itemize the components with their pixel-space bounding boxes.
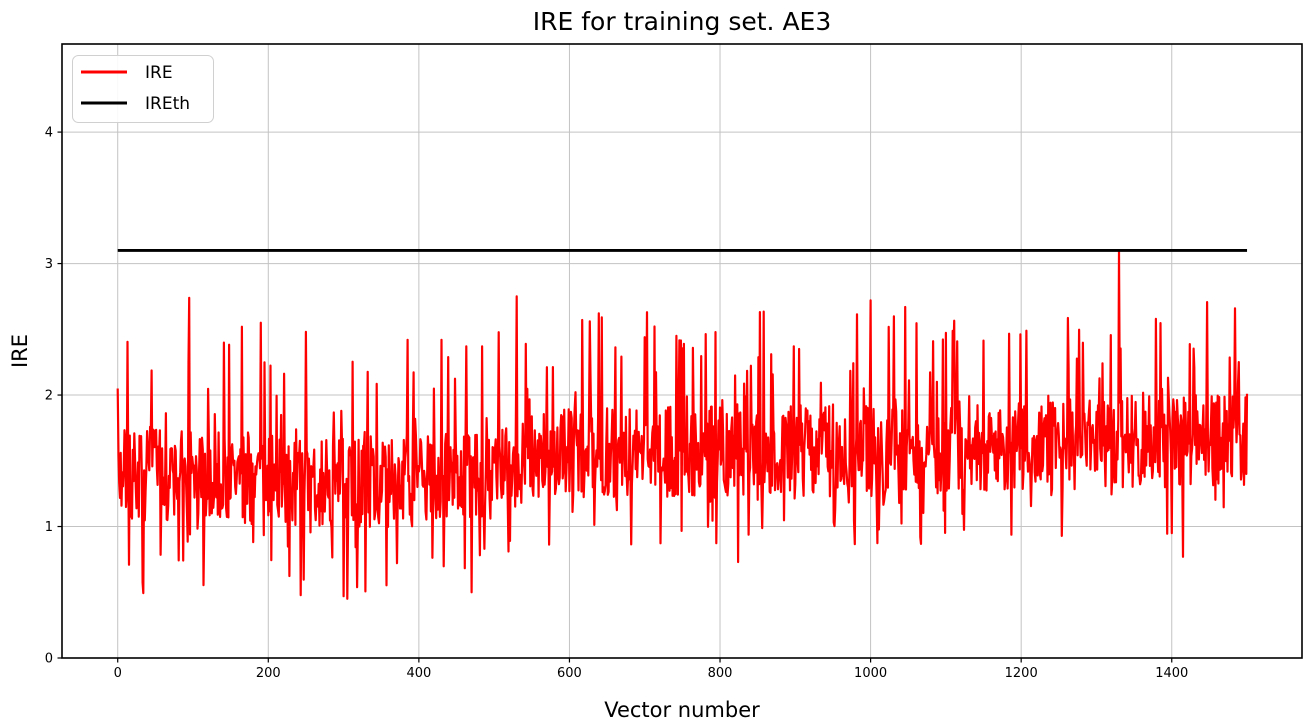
y-tick-label: 2 [45, 389, 53, 404]
x-axis-label: Vector number [604, 698, 760, 722]
plot-border [61, 43, 1303, 659]
legend-label-ireth: IREth [145, 94, 190, 114]
legend-box [72, 55, 214, 123]
y-tick-label: 4 [45, 126, 53, 141]
axis-layer: 0 200 400 600 800 1000 1200 1400 0 1 2 3 4 [45, 43, 1303, 681]
x-tick-label: 400 [406, 666, 431, 681]
x-tick-label: 1200 [1005, 666, 1038, 681]
series-ire [116, 250, 1249, 600]
y-tick-label: 1 [45, 520, 53, 535]
chart-title: IRE for training set. AE3 [533, 7, 832, 36]
legend: IRE IREth [72, 55, 214, 123]
y-tick-label: 0 [45, 652, 53, 667]
x-tick-label: 1400 [1155, 666, 1188, 681]
x-tick-label: 200 [256, 666, 281, 681]
legend-label-ire: IRE [145, 63, 173, 83]
x-tick-label: 600 [557, 666, 582, 681]
y-axis-label: IRE [8, 334, 32, 368]
x-tick-label: 0 [114, 666, 122, 681]
x-tick-label: 1000 [854, 666, 887, 681]
y-tick-label: 3 [45, 257, 53, 272]
x-tick-label: 800 [708, 666, 733, 681]
series-layer [116, 249, 1249, 600]
